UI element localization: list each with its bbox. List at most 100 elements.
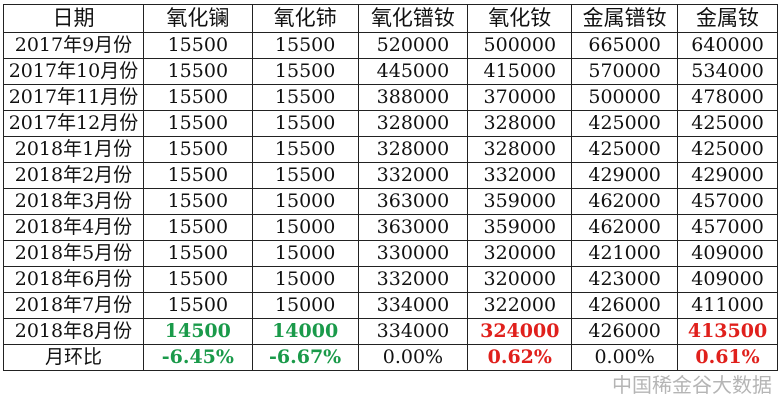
cell-prnd-oxide: 363000 [357,214,469,241]
cell-cerium-oxide: 15500 [251,32,359,59]
cell-cerium-oxide: 15000 [251,266,359,293]
cell-lanthanum-oxide: 15500 [142,162,253,189]
cell-lanthanum-oxide: 15500 [142,84,253,111]
cell-prnd-oxide: 328000 [357,110,469,137]
table-row: 2018年8月份 14500 14000 334000 324000 426000 4135… [3,318,778,345]
cell-lanthanum-oxide: 15500 [142,32,253,59]
cell-cerium-oxide: -6.67% [251,344,359,371]
table-row: 2017年11月份 15500 15500 388000 370000 500000 478… [3,84,778,111]
cell-nd-metal: 0.61% [677,344,778,371]
cell-nd-metal: 478000 [677,84,778,111]
cell-prnd-oxide: 328000 [357,136,469,163]
cell-nd-oxide: 359000 [467,214,573,241]
cell-cerium-oxide: 15000 [251,240,359,267]
cell-prnd-metal: 426000 [571,318,679,345]
cell-cerium-oxide: 15500 [251,58,359,85]
header-prnd-oxide: 氧化镨钕 [357,4,469,33]
cell-nd-metal: 411000 [677,292,778,319]
cell-lanthanum-oxide: 15500 [142,266,253,293]
cell-prnd-metal: 421000 [571,240,679,267]
cell-lanthanum-oxide: 14500 [142,318,253,345]
cell-prnd-metal: 462000 [571,188,679,215]
cell-lanthanum-oxide: 15500 [142,110,253,137]
cell-nd-oxide: 322000 [467,292,573,319]
cell-prnd-metal: 462000 [571,214,679,241]
header-cerium-oxide: 氧化铈 [251,4,359,33]
cell-cerium-oxide: 15000 [251,188,359,215]
cell-date: 2017年12月份 [3,110,144,137]
cell-nd-metal: 409000 [677,266,778,293]
cell-date: 2018年4月份 [3,214,144,241]
cell-date: 月环比 [3,344,144,371]
cell-nd-oxide: 320000 [467,240,573,267]
cell-prnd-oxide: 330000 [357,240,469,267]
table-row: 月环比 -6.45% -6.67% 0.00% 0.62% 0.00% 0.61% [3,344,778,371]
cell-cerium-oxide: 15000 [251,214,359,241]
table-row: 2018年4月份 15500 15000 363000 359000 462000 4570… [3,214,778,241]
table-row: 2017年10月份 15500 15500 445000 415000 570000 534… [3,58,778,85]
cell-nd-oxide: 328000 [467,136,573,163]
cell-prnd-oxide: 388000 [357,84,469,111]
cell-date: 2018年6月份 [3,266,144,293]
cell-date: 2017年10月份 [3,58,144,85]
table-row: 2018年1月份 15500 15500 328000 328000 425000 4250… [3,136,778,163]
cell-nd-metal: 425000 [677,136,778,163]
header-nd-oxide: 氧化钕 [467,4,573,33]
cell-nd-metal: 429000 [677,162,778,189]
cell-lanthanum-oxide: 15500 [142,136,253,163]
cell-nd-oxide: 370000 [467,84,573,111]
cell-date: 2018年2月份 [3,162,144,189]
cell-nd-oxide: 324000 [467,318,573,345]
header-prnd-metal: 金属镨钕 [571,4,679,33]
cell-prnd-metal: 429000 [571,162,679,189]
cell-nd-oxide: 415000 [467,58,573,85]
cell-date: 2018年7月份 [3,292,144,319]
header-nd-metal: 金属钕 [677,4,778,33]
cell-nd-oxide: 359000 [467,188,573,215]
cell-nd-metal: 534000 [677,58,778,85]
cell-nd-oxide: 500000 [467,32,573,59]
cell-cerium-oxide: 15500 [251,84,359,111]
cell-lanthanum-oxide: 15500 [142,292,253,319]
cell-lanthanum-oxide: -6.45% [142,344,253,371]
cell-prnd-oxide: 334000 [357,318,469,345]
cell-nd-metal: 409000 [677,240,778,267]
cell-lanthanum-oxide: 15500 [142,188,253,215]
cell-prnd-metal: 500000 [571,84,679,111]
cell-nd-metal: 425000 [677,110,778,137]
cell-prnd-metal: 423000 [571,266,679,293]
table-row: 2018年7月份 15500 15000 334000 322000 426000 4110… [3,292,778,319]
table-row: 2017年12月份 15500 15500 328000 328000 425000 425… [3,110,778,137]
cell-prnd-oxide: 0.00% [357,344,469,371]
cell-nd-oxide: 332000 [467,162,573,189]
cell-prnd-metal: 570000 [571,58,679,85]
cell-date: 2017年9月份 [3,32,144,59]
cell-prnd-oxide: 334000 [357,292,469,319]
cell-nd-oxide: 320000 [467,266,573,293]
cell-prnd-metal: 425000 [571,136,679,163]
cell-prnd-metal: 426000 [571,292,679,319]
cell-cerium-oxide: 15500 [251,162,359,189]
cell-date: 2018年5月份 [3,240,144,267]
cell-lanthanum-oxide: 15500 [142,240,253,267]
cell-nd-metal: 457000 [677,188,778,215]
cell-prnd-oxide: 332000 [357,162,469,189]
cell-prnd-metal: 665000 [571,32,679,59]
table-row: 2017年9月份 15500 15500 520000 500000 665000 6400… [3,32,778,59]
cell-cerium-oxide: 14000 [251,318,359,345]
watermark: 中国稀金谷大数据 [612,373,772,397]
cell-date: 2018年8月份 [3,318,144,345]
cell-cerium-oxide: 15500 [251,110,359,137]
cell-date: 2017年11月份 [3,84,144,111]
table-row: 2018年3月份 15500 15000 363000 359000 462000 4570… [3,188,778,215]
cell-nd-metal: 640000 [677,32,778,59]
header-lanthanum-oxide: 氧化镧 [142,4,253,33]
cell-nd-metal: 457000 [677,214,778,241]
cell-lanthanum-oxide: 15500 [142,58,253,85]
cell-prnd-oxide: 520000 [357,32,469,59]
header-row: 日期 氧化镧 氧化铈 氧化镨钕 氧化钕 金属镨钕 金属钕 [3,4,778,33]
header-date: 日期 [3,4,144,33]
cell-prnd-oxide: 445000 [357,58,469,85]
cell-prnd-metal: 425000 [571,110,679,137]
cell-cerium-oxide: 15500 [251,136,359,163]
